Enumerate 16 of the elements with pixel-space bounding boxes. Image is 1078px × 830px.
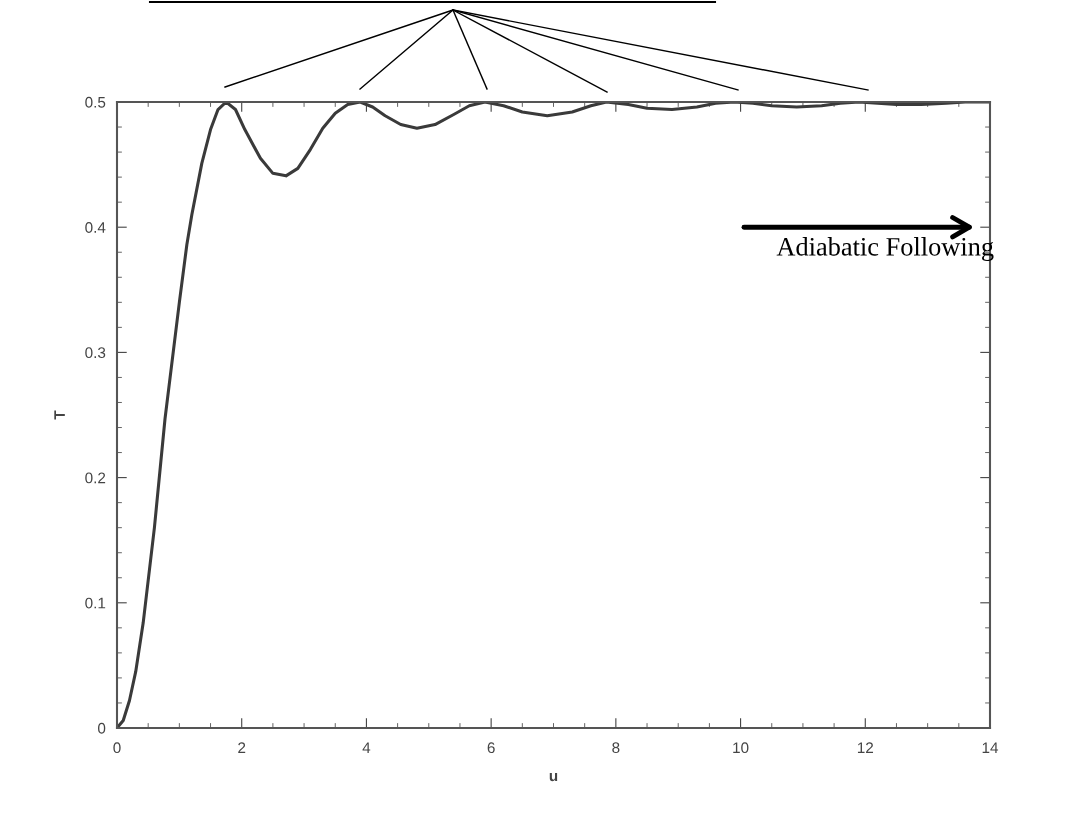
y-tick-label: 0.5 (85, 96, 106, 108)
x-tick-label: 10 (733, 742, 749, 754)
x-tick-label: 12 (857, 742, 874, 753)
y-tick-label: 0.4 (85, 222, 106, 233)
x-tick-label: 0 (113, 742, 121, 754)
x-tick-label: 6 (487, 742, 495, 754)
x-axis-title: u (549, 773, 558, 782)
y-tick-label: 0.2 (85, 472, 106, 484)
x-tick-label: 14 (982, 742, 999, 753)
x-tick-label: 2 (238, 742, 246, 753)
y-axis-title: T (54, 410, 65, 420)
y-tick-label: 0.1 (85, 597, 106, 609)
y-tick-label: 0.3 (85, 347, 106, 359)
y-tick-label: 0 (97, 722, 106, 734)
x-tick-label: 8 (612, 742, 620, 754)
x-tick-label: 4 (362, 742, 371, 753)
